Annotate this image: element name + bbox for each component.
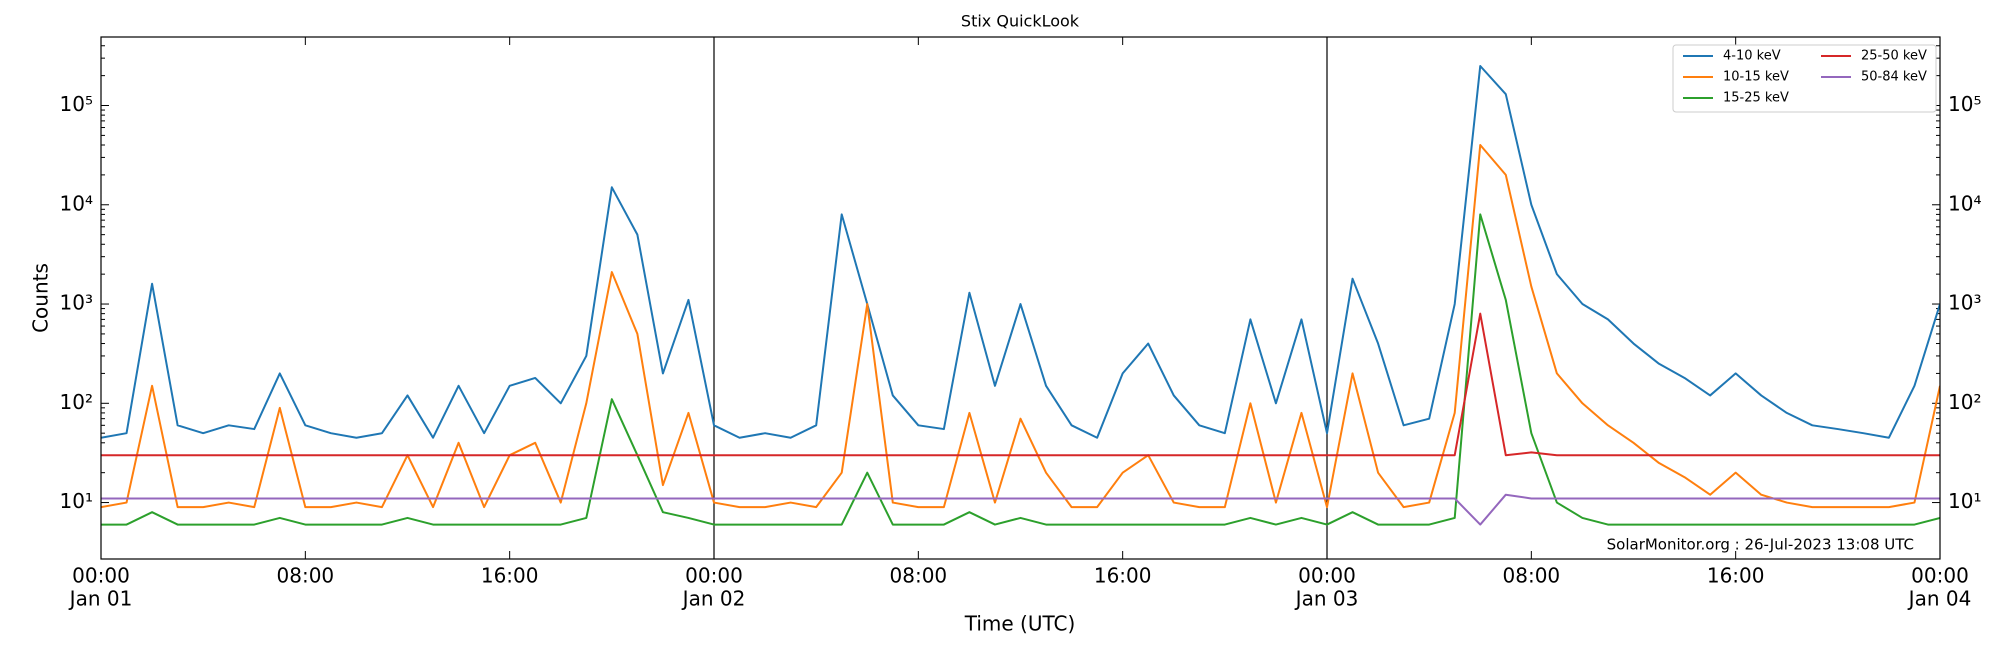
series-line	[101, 493, 1940, 526]
x-tick-label: 00:00	[1911, 564, 1969, 588]
x-tick-label: 00:00	[685, 564, 743, 588]
legend: 4-10 keV 10-15 keV 15-25 keV 25-50 keV 50-84…	[1672, 44, 1937, 113]
series-line	[101, 213, 1940, 526]
x-tick-label: 16:00	[1094, 564, 1152, 588]
y-tick-label: 10⁴	[60, 191, 93, 215]
x-tick-label: Jan 02	[681, 587, 746, 611]
legend-label: 4-10 keV	[1723, 49, 1781, 64]
y-tick-label-right: 10⁴	[1948, 191, 1981, 215]
legend-box	[1672, 44, 1937, 113]
y-tick-label: 10⁵	[60, 92, 93, 116]
x-tick-label: Jan 01	[68, 587, 133, 611]
y-axis-title: Counts	[29, 263, 53, 333]
x-tick-label: 00:00	[72, 564, 130, 588]
y-tick-label: 10³	[60, 291, 93, 315]
legend-label: 10-15 keV	[1723, 70, 1789, 85]
legend-label: 15-25 keV	[1723, 91, 1789, 106]
chart-title: Stix QuickLook	[961, 12, 1080, 31]
legend-label: 25-50 keV	[1861, 49, 1927, 64]
plot-area	[101, 65, 1940, 526]
plot-frame	[100, 36, 1941, 560]
x-tick-label: 16:00	[481, 564, 539, 588]
y-tick-label-right: 10²	[1948, 390, 1981, 414]
y-tick-label-right: 10¹	[1948, 489, 1981, 513]
series-line	[101, 65, 1940, 439]
x-tick-label: 08:00	[890, 564, 948, 588]
x-axis-title: Time (UTC)	[964, 612, 1076, 636]
annotation: SolarMonitor.org : 26-Jul-2023 13:08 UTC	[1607, 536, 1914, 554]
legend-label: 50-84 keV	[1861, 70, 1927, 85]
x-tick-label: Jan 03	[1294, 587, 1359, 611]
y-tick-label: 10¹	[60, 489, 93, 513]
y-tick-label-right: 10³	[1948, 291, 1981, 315]
y-tick-label-right: 10⁵	[1948, 92, 1981, 116]
x-tick-label: 16:00	[1707, 564, 1765, 588]
series-line	[101, 312, 1940, 457]
y-tick-label: 10²	[60, 390, 93, 414]
x-tick-label: Jan 04	[1907, 587, 1972, 611]
x-tick-label: 08:00	[277, 564, 335, 588]
x-tick-label: 08:00	[1503, 564, 1561, 588]
x-tick-label: 00:00	[1298, 564, 1356, 588]
